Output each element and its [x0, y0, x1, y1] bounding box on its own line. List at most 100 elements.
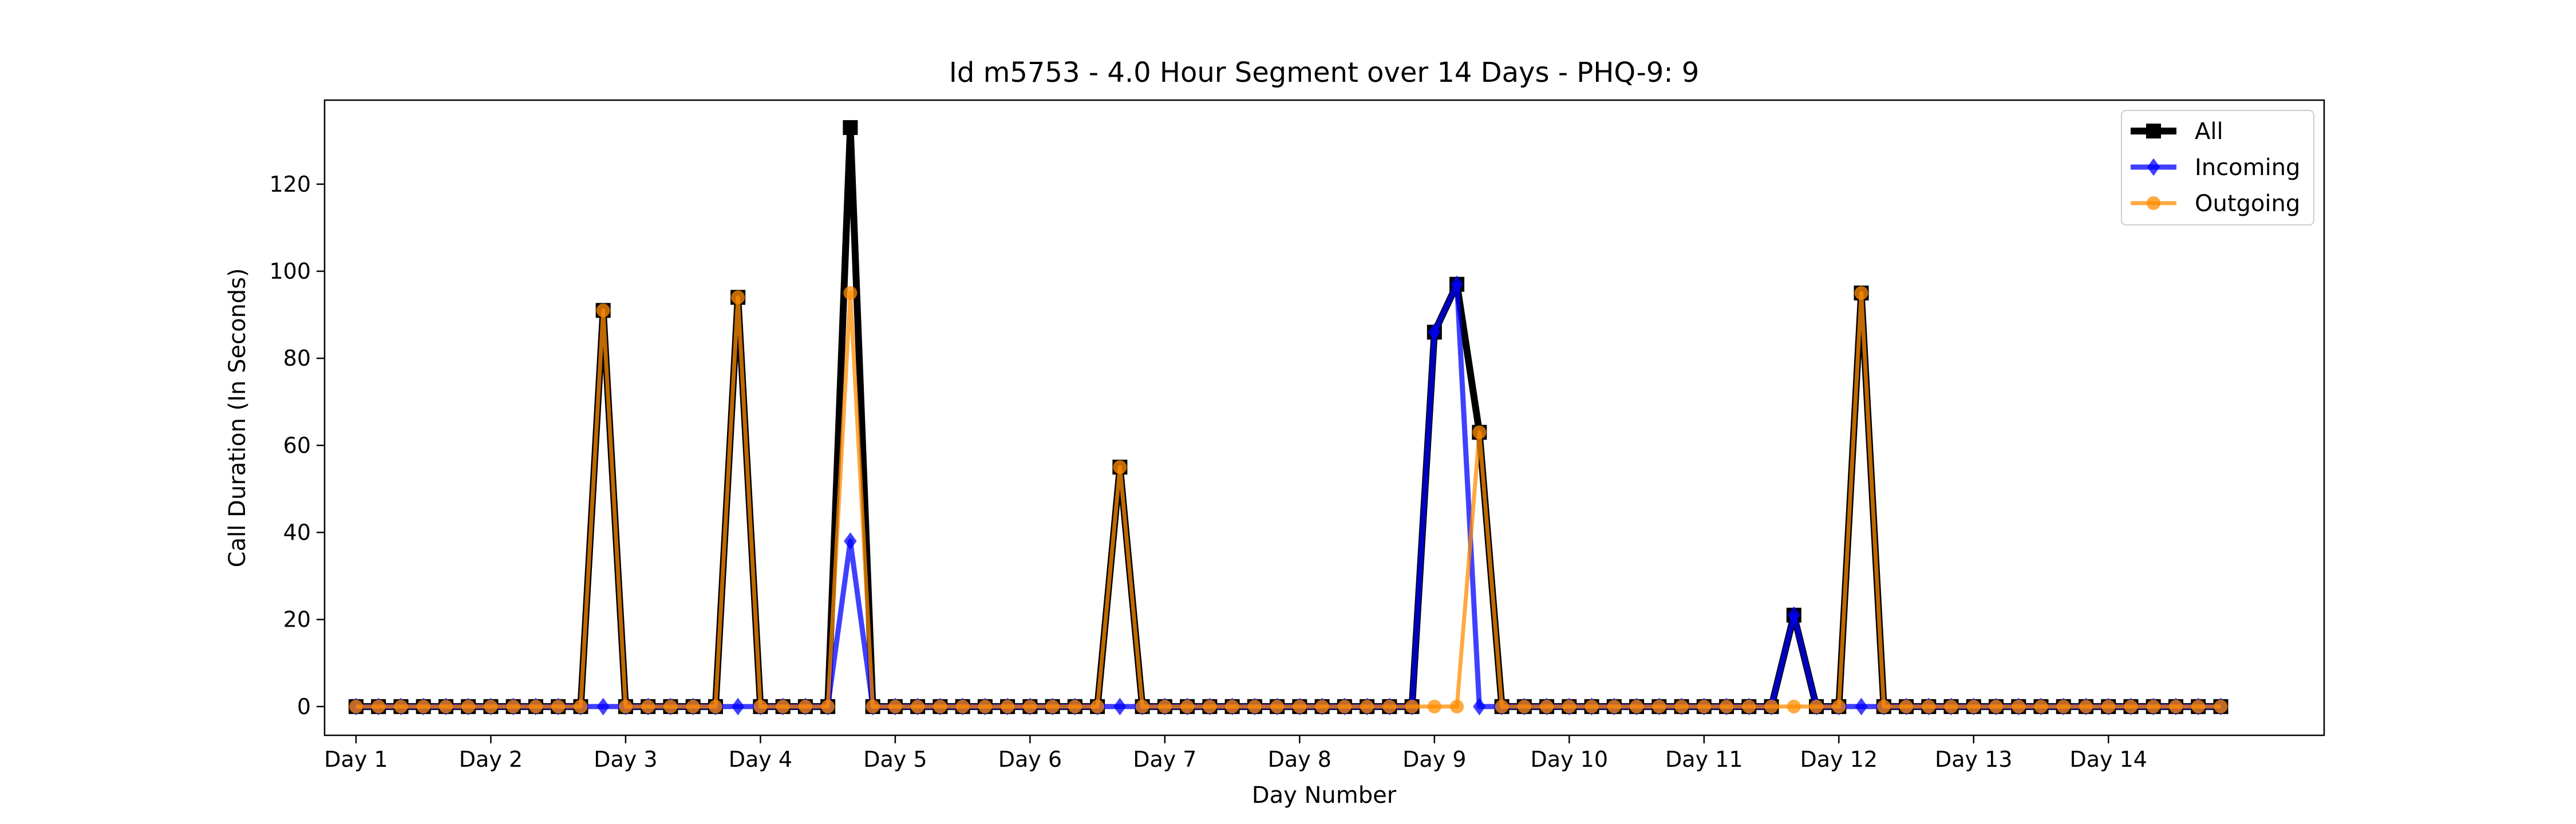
x-axis-label: Day Number: [1252, 782, 1397, 809]
data-point-outgoing: [1382, 699, 1397, 714]
x-tick-label: Day 3: [594, 747, 657, 772]
data-point-outgoing: [2168, 699, 2183, 714]
data-point-outgoing: [372, 699, 386, 714]
x-tick-label: Day 6: [998, 747, 1062, 772]
data-point-outgoing: [461, 699, 476, 714]
data-point-outgoing: [1720, 699, 1734, 714]
data-point-incoming: [1855, 698, 1868, 716]
data-point-outgoing: [2124, 699, 2138, 714]
legend-marker-incoming: [2147, 158, 2160, 176]
x-tick-label: Day 7: [1133, 747, 1196, 772]
data-point-outgoing: [574, 699, 588, 714]
x-tick-label: Day 2: [459, 747, 523, 772]
x-tick-label: Day 13: [1935, 747, 2012, 772]
data-point-outgoing: [1562, 699, 1577, 714]
y-tick-label: 0: [297, 694, 311, 719]
data-point-outgoing: [798, 699, 812, 714]
data-point-outgoing: [776, 699, 790, 714]
data-point-outgoing: [1113, 460, 1127, 474]
data-point-outgoing: [1023, 699, 1037, 714]
data-point-outgoing: [528, 699, 543, 714]
data-point-outgoing: [2079, 699, 2093, 714]
legend: All Incoming Outgoing: [2121, 110, 2314, 225]
data-point-outgoing: [596, 303, 610, 318]
data-point-outgoing: [618, 699, 633, 714]
legend-box: [2121, 110, 2314, 225]
data-point-outgoing: [1135, 699, 1149, 714]
data-point-outgoing: [955, 699, 970, 714]
data-point-outgoing: [438, 699, 453, 714]
data-point-outgoing: [888, 699, 902, 714]
data-point-outgoing: [1540, 699, 1554, 714]
x-tick-label: Day 9: [1402, 747, 1466, 772]
data-point-outgoing: [2012, 699, 2026, 714]
data-point-outgoing: [843, 286, 858, 300]
data-point-outgoing: [2191, 699, 2206, 714]
data-point-incoming: [731, 698, 745, 716]
data-point-outgoing: [2034, 699, 2048, 714]
data-point-outgoing: [731, 290, 745, 304]
data-point-outgoing: [911, 699, 925, 714]
data-point-outgoing: [1180, 699, 1195, 714]
data-point-outgoing: [1472, 425, 1487, 439]
legend-label-outgoing: Outgoing: [2195, 191, 2300, 217]
chart-title: Id m5753 - 4.0 Hour Segment over 14 Days…: [949, 57, 1700, 89]
data-point-outgoing: [1091, 699, 1105, 714]
y-tick-label: 80: [283, 346, 311, 371]
data-point-outgoing: [1157, 699, 1172, 714]
y-tick-label: 40: [283, 520, 311, 545]
data-point-outgoing: [1652, 699, 1666, 714]
plot-area: [348, 120, 2229, 716]
data-point-outgoing: [1742, 699, 1756, 714]
data-point-outgoing: [1405, 699, 1419, 714]
data-point-outgoing: [1337, 699, 1352, 714]
data-point-outgoing: [416, 699, 430, 714]
legend-label-all: All: [2195, 118, 2223, 145]
data-point-outgoing: [1293, 699, 1307, 714]
data-point-outgoing: [641, 699, 655, 714]
x-tick-label: Day 1: [324, 747, 388, 772]
data-point-outgoing: [1427, 699, 1441, 714]
data-point-incoming: [1113, 698, 1127, 716]
y-tick-label: 20: [283, 607, 311, 632]
data-point-outgoing: [933, 699, 947, 714]
data-point-outgoing: [1787, 699, 1801, 714]
data-point-outgoing: [1922, 699, 1936, 714]
data-point-outgoing: [1944, 699, 1958, 714]
data-point-outgoing: [1450, 699, 1464, 714]
data-point-outgoing: [1966, 699, 1981, 714]
data-point-outgoing: [663, 699, 678, 714]
data-point-outgoing: [2056, 699, 2071, 714]
data-point-outgoing: [1270, 699, 1285, 714]
x-tick-label: Day 11: [1665, 747, 1743, 772]
data-point-outgoing: [1045, 699, 1060, 714]
data-point-incoming: [596, 698, 610, 716]
data-point-outgoing: [1360, 699, 1374, 714]
data-point-outgoing: [2146, 699, 2160, 714]
data-point-outgoing: [484, 699, 498, 714]
x-tick-label: Day 8: [1268, 747, 1332, 772]
data-point-outgoing: [1809, 699, 1824, 714]
legend-marker-all: [2146, 124, 2161, 138]
axes: 0 20 40 60 80 100 120 Day 1 Day 2 Day 3 Day 4 Day 5…: [269, 172, 2147, 772]
data-point-outgoing: [1697, 699, 1711, 714]
data-point-outgoing: [978, 699, 992, 714]
data-point-outgoing: [1854, 286, 1868, 300]
data-point-all: [843, 120, 858, 135]
data-point-outgoing: [394, 699, 408, 714]
y-tick-label: 100: [269, 259, 311, 284]
data-point-outgoing: [753, 699, 768, 714]
legend-label-incoming: Incoming: [2195, 154, 2300, 181]
x-tick-label: Day 12: [1800, 747, 1878, 772]
data-point-outgoing: [1832, 699, 1846, 714]
x-tick-label: Day 10: [1531, 747, 1608, 772]
data-point-outgoing: [1203, 699, 1217, 714]
data-point-incoming: [1450, 275, 1464, 294]
data-point-outgoing: [866, 699, 880, 714]
data-point-outgoing: [1247, 699, 1262, 714]
data-point-outgoing: [1630, 699, 1644, 714]
data-point-outgoing: [1607, 699, 1621, 714]
x-tick-label: Day 14: [2069, 747, 2147, 772]
y-tick-label: 120: [269, 172, 311, 197]
data-point-outgoing: [2101, 699, 2116, 714]
